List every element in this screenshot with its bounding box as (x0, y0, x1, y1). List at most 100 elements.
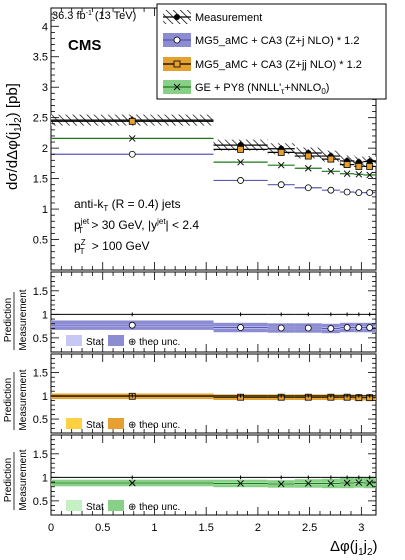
y-tick-label: 0.5 (33, 235, 48, 247)
series-3-point (304, 164, 312, 172)
y-tick-label: 2.5 (33, 113, 48, 125)
series-2-point (343, 161, 351, 168)
y-tick-label: 1 (42, 391, 48, 403)
series-1-point (304, 184, 312, 192)
ratio-point (237, 324, 244, 331)
legend-measurement-marker (174, 14, 180, 20)
series-2-point (237, 145, 244, 153)
ratio-point (366, 324, 374, 331)
ratio-point (128, 321, 136, 329)
jet-algorithm-label: anti-kT (R = 0.4) jets (74, 197, 181, 213)
svg-text:Prediction: Prediction (3, 458, 14, 502)
ratio-point (343, 324, 351, 331)
legend-mg5-zjj-label: MG5_aMC + CA3 (Z+jj NLO) * 1.2 (195, 59, 362, 71)
data-marks (51, 116, 376, 488)
svg-text:⊕ theo unc.: ⊕ theo unc. (128, 502, 180, 513)
y-tick-label: 3 (42, 82, 48, 94)
legend-ge-py8-label: GE + PY8 (NNLL'τ+NNLO0) (195, 82, 329, 96)
legend-box (156, 3, 387, 100)
ratio-point (355, 479, 363, 486)
series-1-point (355, 189, 363, 197)
series-2-point (366, 163, 374, 170)
ratio-2-y-label: Prediction Measurement (3, 369, 29, 430)
series-2-point (128, 117, 136, 125)
y-tick-label: 1 (42, 309, 48, 321)
uncertainty-bands (51, 114, 376, 489)
series-3-point (366, 171, 373, 179)
svg-text:Prediction: Prediction (3, 298, 14, 342)
series-3-point (277, 161, 285, 169)
ratio-point (304, 324, 312, 332)
series-2-point (327, 155, 335, 163)
ratio-point (304, 480, 312, 487)
x-axis-label: Δφ(j1j2) (330, 538, 378, 558)
panel-frame-1 (50, 271, 377, 353)
series-1-point (327, 186, 335, 194)
series-1-point (237, 177, 244, 184)
svg-text:Stat: Stat (86, 502, 104, 513)
ratio-3-y-label: Prediction Measurement (3, 449, 29, 510)
series-1-point (128, 150, 136, 158)
svg-text:Measurement: Measurement (18, 289, 29, 350)
svg-text:⊕ theo unc.: ⊕ theo unc. (128, 337, 180, 348)
x-tick-label: 2.5 (302, 522, 317, 534)
x-tick-label: 3 (358, 522, 364, 534)
series-3-point (343, 170, 351, 178)
ratio-1-y-label: Prediction Measurement (3, 289, 29, 350)
series-3-point (355, 171, 363, 178)
ratio-point (237, 480, 244, 487)
ratio-point (277, 480, 285, 488)
svg-text:Stat: Stat (86, 420, 104, 431)
experiment-label: CMS (68, 37, 101, 54)
series-1-point (366, 189, 374, 197)
svg-text:⊕ theo unc.: ⊕ theo unc. (128, 420, 180, 431)
y-tick-label: 1 (42, 204, 48, 216)
y-tick-label: 4 (42, 21, 48, 33)
legend-mg5-zjj-marker (173, 60, 181, 68)
series-1-point (343, 188, 351, 196)
y-tick-label: 0.5 (33, 414, 48, 426)
ratio-point (277, 324, 285, 332)
ratio-point (327, 480, 335, 487)
y-tick-label: 1.5 (33, 174, 48, 186)
series-3-point (237, 158, 244, 166)
series-2-point (304, 152, 312, 160)
y-tick-label: 2 (42, 143, 48, 155)
svg-text:Measurement: Measurement (18, 369, 29, 430)
svg-text:Stat: Stat (86, 337, 104, 348)
ratio-point (355, 324, 363, 331)
series-2-point (277, 149, 285, 156)
y-tick-label: 0.5 (33, 496, 48, 508)
legend-mg5-zj-label: MG5_aMC + CA3 (Z+j NLO) * 1.2 (195, 35, 359, 47)
ratio-point (366, 479, 373, 487)
legend-mg5-zj-marker (173, 36, 181, 44)
y-tick-label: 1 (42, 472, 48, 484)
axis-ticks: 0 0.5 1 1.5 2 2.5 3 0.5 1 1.5 2 2.5 3 3.5 4 0.5 1 1.5 0.5 1… (33, 8, 376, 534)
legend-ge-py8-marker (173, 83, 181, 91)
ratio-point (128, 479, 136, 487)
series-2-point (355, 163, 363, 170)
ratio-2-legend: Stat ⊕ theo unc. (66, 418, 180, 431)
y-tick-label: 0.5 (33, 333, 48, 345)
top-y-axis-label: dσ/dΔφ(j1j2) [pb] (4, 83, 24, 190)
svg-text:Prediction: Prediction (3, 378, 14, 422)
y-tick-label: 1.5 (33, 449, 48, 461)
series-1-point (277, 181, 285, 189)
series-3-point (327, 167, 335, 175)
y-tick-label: 1.5 (33, 286, 48, 298)
z-selection-label: pZ T > 100 GeV (74, 238, 150, 256)
legend-measurement-label: Measurement (195, 12, 262, 24)
legend: Measurement MG5_aMC + CA3 (Z+j NLO) * 1.… (156, 3, 387, 100)
jet-selection-label: pjet T > 30 GeV, |yjet| < 2.4 (74, 217, 199, 235)
ratio-point (327, 325, 335, 332)
svg-text:Measurement: Measurement (18, 449, 29, 510)
x-tick-label: 0.5 (95, 522, 110, 534)
x-tick-label: 2 (255, 522, 261, 534)
ratio-point (343, 479, 351, 487)
panel-frame-3 (50, 434, 377, 516)
y-tick-label: 3.5 (33, 52, 48, 64)
series-3-point (128, 135, 136, 142)
ratio-1-legend: Stat ⊕ theo unc. (66, 335, 180, 348)
x-tick-label: 0 (48, 522, 54, 534)
